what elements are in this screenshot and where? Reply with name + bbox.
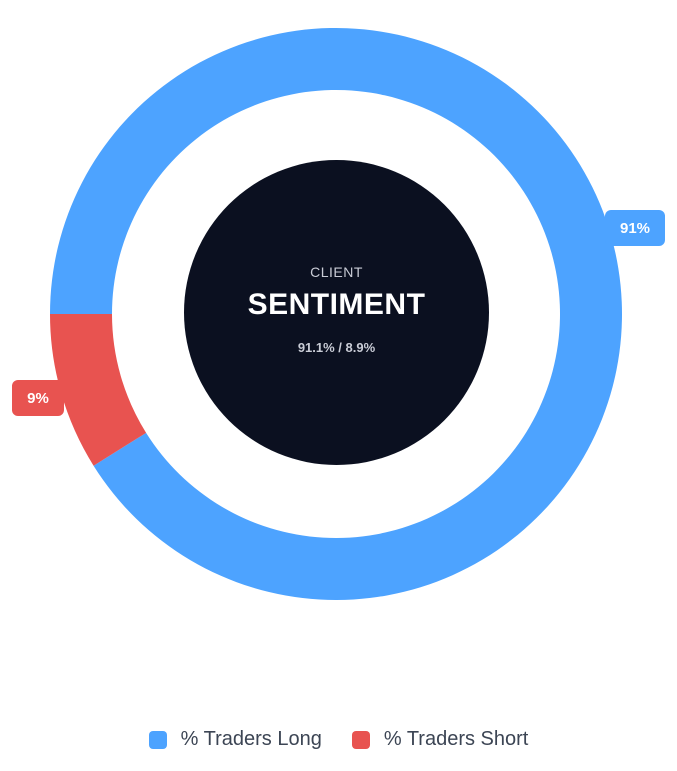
center-kicker: CLIENT	[310, 264, 363, 280]
legend-swatch-long	[148, 730, 167, 749]
legend-swatch-short	[351, 730, 370, 749]
data-label-long: 91%	[605, 210, 665, 246]
legend-item-long[interactable]: % Traders Long	[148, 728, 322, 751]
center-title: SENTIMENT	[247, 288, 426, 321]
legend-item-short[interactable]: % Traders Short	[351, 728, 529, 751]
center-sentiment-disc: CLIENT SENTIMENT 91.1% / 8.9%	[184, 160, 489, 465]
donut-slices	[50, 27, 623, 600]
center-ratio: 91.1% / 8.9%	[297, 340, 376, 355]
legend: % Traders Long % Traders Short	[0, 728, 677, 751]
data-label-short: 9%	[12, 380, 64, 416]
slice-short[interactable]	[50, 314, 147, 466]
legend-label-short: % Traders Short	[383, 728, 529, 750]
legend-label-long: % Traders Long	[180, 728, 322, 750]
